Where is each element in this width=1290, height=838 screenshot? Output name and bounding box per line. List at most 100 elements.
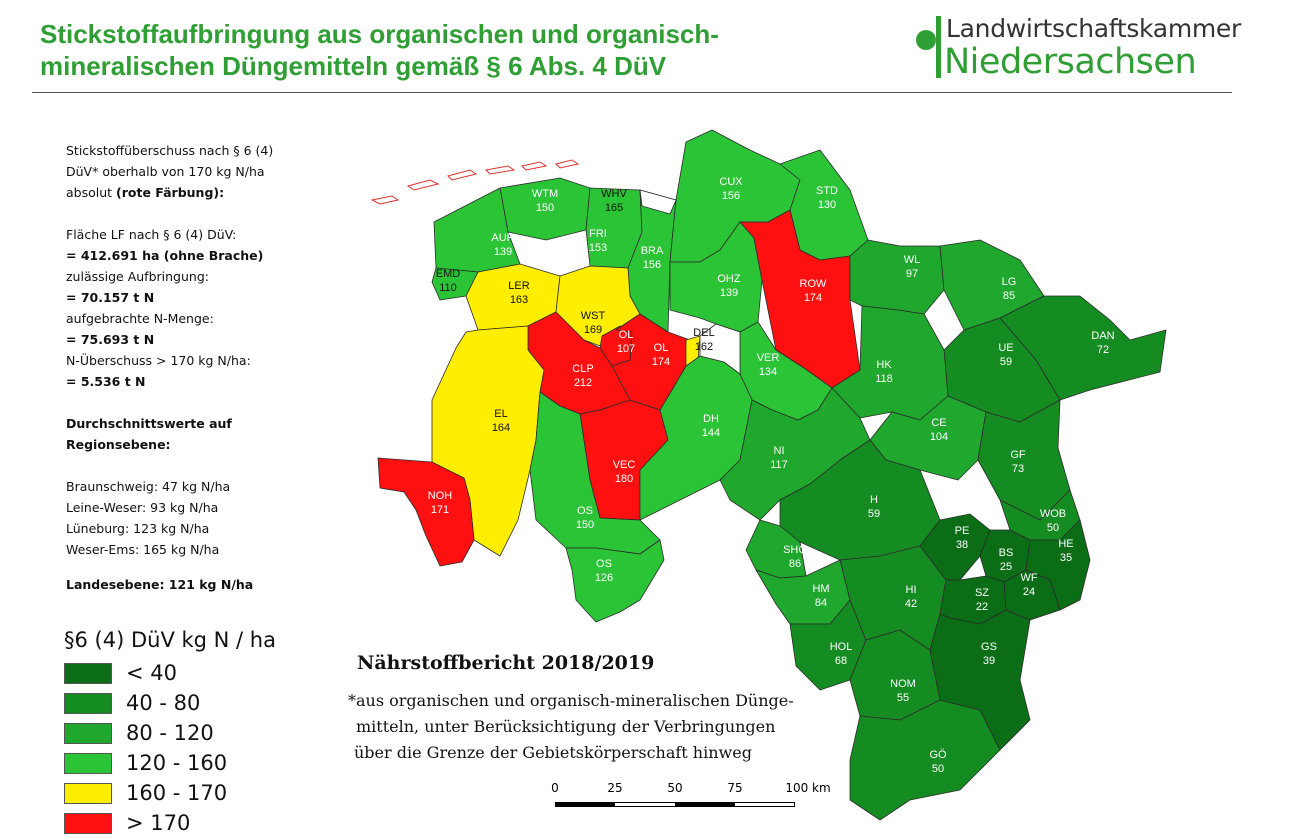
label-fri-code: FRI bbox=[589, 228, 607, 240]
legend-label: < 40 bbox=[126, 661, 177, 685]
label-noh-value: 171 bbox=[431, 504, 449, 516]
label-dh-value: 144 bbox=[702, 427, 720, 439]
info-value: = 412.691 ha (ohne Brache) bbox=[66, 248, 264, 263]
label-el-code: EL bbox=[494, 408, 507, 420]
label-fri-value: 153 bbox=[589, 242, 607, 254]
district-noh[interactable] bbox=[377, 457, 475, 567]
logo-line-1: Landwirtschaftskammer bbox=[946, 14, 1241, 43]
district-wl[interactable] bbox=[849, 239, 945, 315]
logo-bar-icon bbox=[936, 16, 941, 78]
label-bra-value: 156 bbox=[643, 259, 661, 271]
legend-swatch bbox=[64, 752, 112, 774]
label-hol-code: HOL bbox=[830, 641, 853, 653]
map-title: Stickstoffaufbringung aus organischen un… bbox=[40, 18, 719, 82]
islands bbox=[370, 159, 580, 205]
label-gf-code: GF bbox=[1010, 449, 1026, 461]
label-goe-code: GÖ bbox=[929, 749, 947, 761]
label-gs-value: 39 bbox=[983, 655, 995, 667]
scale-bar: 0 25 50 75 100 km bbox=[540, 778, 840, 818]
label-lg-code: LG bbox=[1002, 276, 1017, 288]
label-wob-value: 50 bbox=[1047, 522, 1059, 534]
label-ol-107-value: 107 bbox=[617, 343, 635, 355]
label-shg-value: 86 bbox=[789, 558, 801, 570]
info-value: = 70.157 t N bbox=[66, 290, 155, 305]
district-os-126[interactable] bbox=[565, 539, 665, 623]
district-dh[interactable] bbox=[639, 355, 753, 521]
info-line: Fläche LF nach § 6 (4) DüV: bbox=[66, 227, 237, 242]
legend-swatch bbox=[64, 722, 112, 744]
label-hk-code: HK bbox=[876, 359, 892, 371]
scale-label: 75 bbox=[727, 781, 742, 795]
state-average: Landesebene: 121 kg N/ha bbox=[66, 577, 254, 592]
legend-item: 120 - 160 bbox=[64, 748, 276, 778]
label-dan-code: DAN bbox=[1091, 330, 1114, 342]
label-he-value: 35 bbox=[1060, 552, 1072, 564]
label-bra-code: BRA bbox=[641, 245, 664, 257]
label-wst-value: 169 bbox=[584, 324, 602, 336]
scale-segment bbox=[735, 803, 794, 806]
footnote: *aus organischen und organisch-mineralis… bbox=[348, 688, 794, 766]
legend-item: 160 - 170 bbox=[64, 778, 276, 808]
label-clp-value: 212 bbox=[574, 377, 592, 389]
label-he-code: HE bbox=[1058, 538, 1073, 550]
label-aur-value: 139 bbox=[494, 246, 512, 258]
label-h-code: H bbox=[870, 494, 878, 506]
label-noh-code: NOH bbox=[428, 490, 453, 502]
label-hol-value: 68 bbox=[835, 655, 847, 667]
label-pe-code: PE bbox=[955, 525, 970, 537]
map-title-line-1: Stickstoffaufbringung aus organischen un… bbox=[40, 19, 719, 49]
district-row[interactable] bbox=[739, 209, 861, 389]
label-lg-value: 85 bbox=[1003, 290, 1015, 302]
label-clp-code: CLP bbox=[572, 363, 593, 375]
chamber-logo: Landwirtschaftskammer Niedersachsen bbox=[916, 10, 1246, 84]
label-ol-107-code: OL bbox=[619, 329, 634, 341]
label-ohz-value: 139 bbox=[720, 287, 738, 299]
report-title: Nährstoffbericht 2018/2019 bbox=[357, 652, 655, 674]
district-el[interactable] bbox=[431, 325, 545, 557]
label-aur-code: AUR bbox=[491, 232, 514, 244]
map-title-line-2: mineralischen Düngemitteln gemäß § 6 Abs… bbox=[40, 51, 667, 81]
footnote-line: *aus organischen und organisch-mineralis… bbox=[348, 691, 794, 710]
info-line: DüV* oberhalb von 170 kg N/ha bbox=[66, 164, 265, 179]
bremerhaven-area bbox=[639, 189, 677, 215]
label-hm-code: HM bbox=[812, 583, 829, 595]
label-cux-value: 156 bbox=[722, 190, 740, 202]
info-text: absolut bbox=[66, 185, 117, 200]
label-gs-code: GS bbox=[981, 641, 997, 653]
label-ol-174-code: OL bbox=[654, 342, 669, 354]
label-ni-code: NI bbox=[774, 445, 785, 457]
label-ver-code: VER bbox=[757, 352, 780, 364]
label-wst-code: WST bbox=[581, 310, 606, 322]
region-average: Lüneburg: 123 kg N/ha bbox=[66, 521, 210, 536]
scale-segment bbox=[615, 803, 675, 806]
scale-label: 0 bbox=[551, 781, 559, 795]
label-vec-code: VEC bbox=[613, 459, 636, 471]
label-whv-code: WHV bbox=[601, 188, 627, 200]
label-wf-code: WF bbox=[1020, 572, 1037, 584]
logo-line-2: Niedersachsen bbox=[944, 42, 1197, 82]
info-line: absolut (rote Färbung): bbox=[66, 182, 326, 203]
district-goe[interactable] bbox=[849, 699, 1001, 821]
region-average: Leine-Weser: 93 kg N/ha bbox=[66, 500, 219, 515]
info-heading: Durchschnittswerte auf bbox=[66, 416, 232, 431]
label-el-value: 164 bbox=[492, 422, 510, 434]
district-emd[interactable] bbox=[431, 267, 479, 301]
label-wtm-value: 150 bbox=[536, 202, 554, 214]
label-ohz-code: OHZ bbox=[717, 273, 741, 285]
label-row-value: 174 bbox=[804, 292, 822, 304]
label-std-code: STD bbox=[816, 185, 838, 197]
label-bs-code: BS bbox=[999, 547, 1014, 559]
label-gf-value: 73 bbox=[1012, 463, 1024, 475]
footnote-line: über die Grenze der Gebietskörperschaft … bbox=[354, 743, 752, 762]
label-nom-code: NOM bbox=[890, 678, 916, 690]
legend-swatch bbox=[64, 782, 112, 804]
legend-label: 40 - 80 bbox=[126, 691, 201, 715]
label-hi-value: 42 bbox=[905, 598, 917, 610]
legend-swatch bbox=[64, 692, 112, 714]
legend-item: 80 - 120 bbox=[64, 718, 276, 748]
district-gs[interactable] bbox=[929, 609, 1031, 751]
label-del-value: 162 bbox=[695, 341, 713, 353]
info-line: aufgebrachte N-Menge: bbox=[66, 311, 214, 326]
legend-title: §6 (4) DüV kg N / ha bbox=[64, 628, 276, 652]
